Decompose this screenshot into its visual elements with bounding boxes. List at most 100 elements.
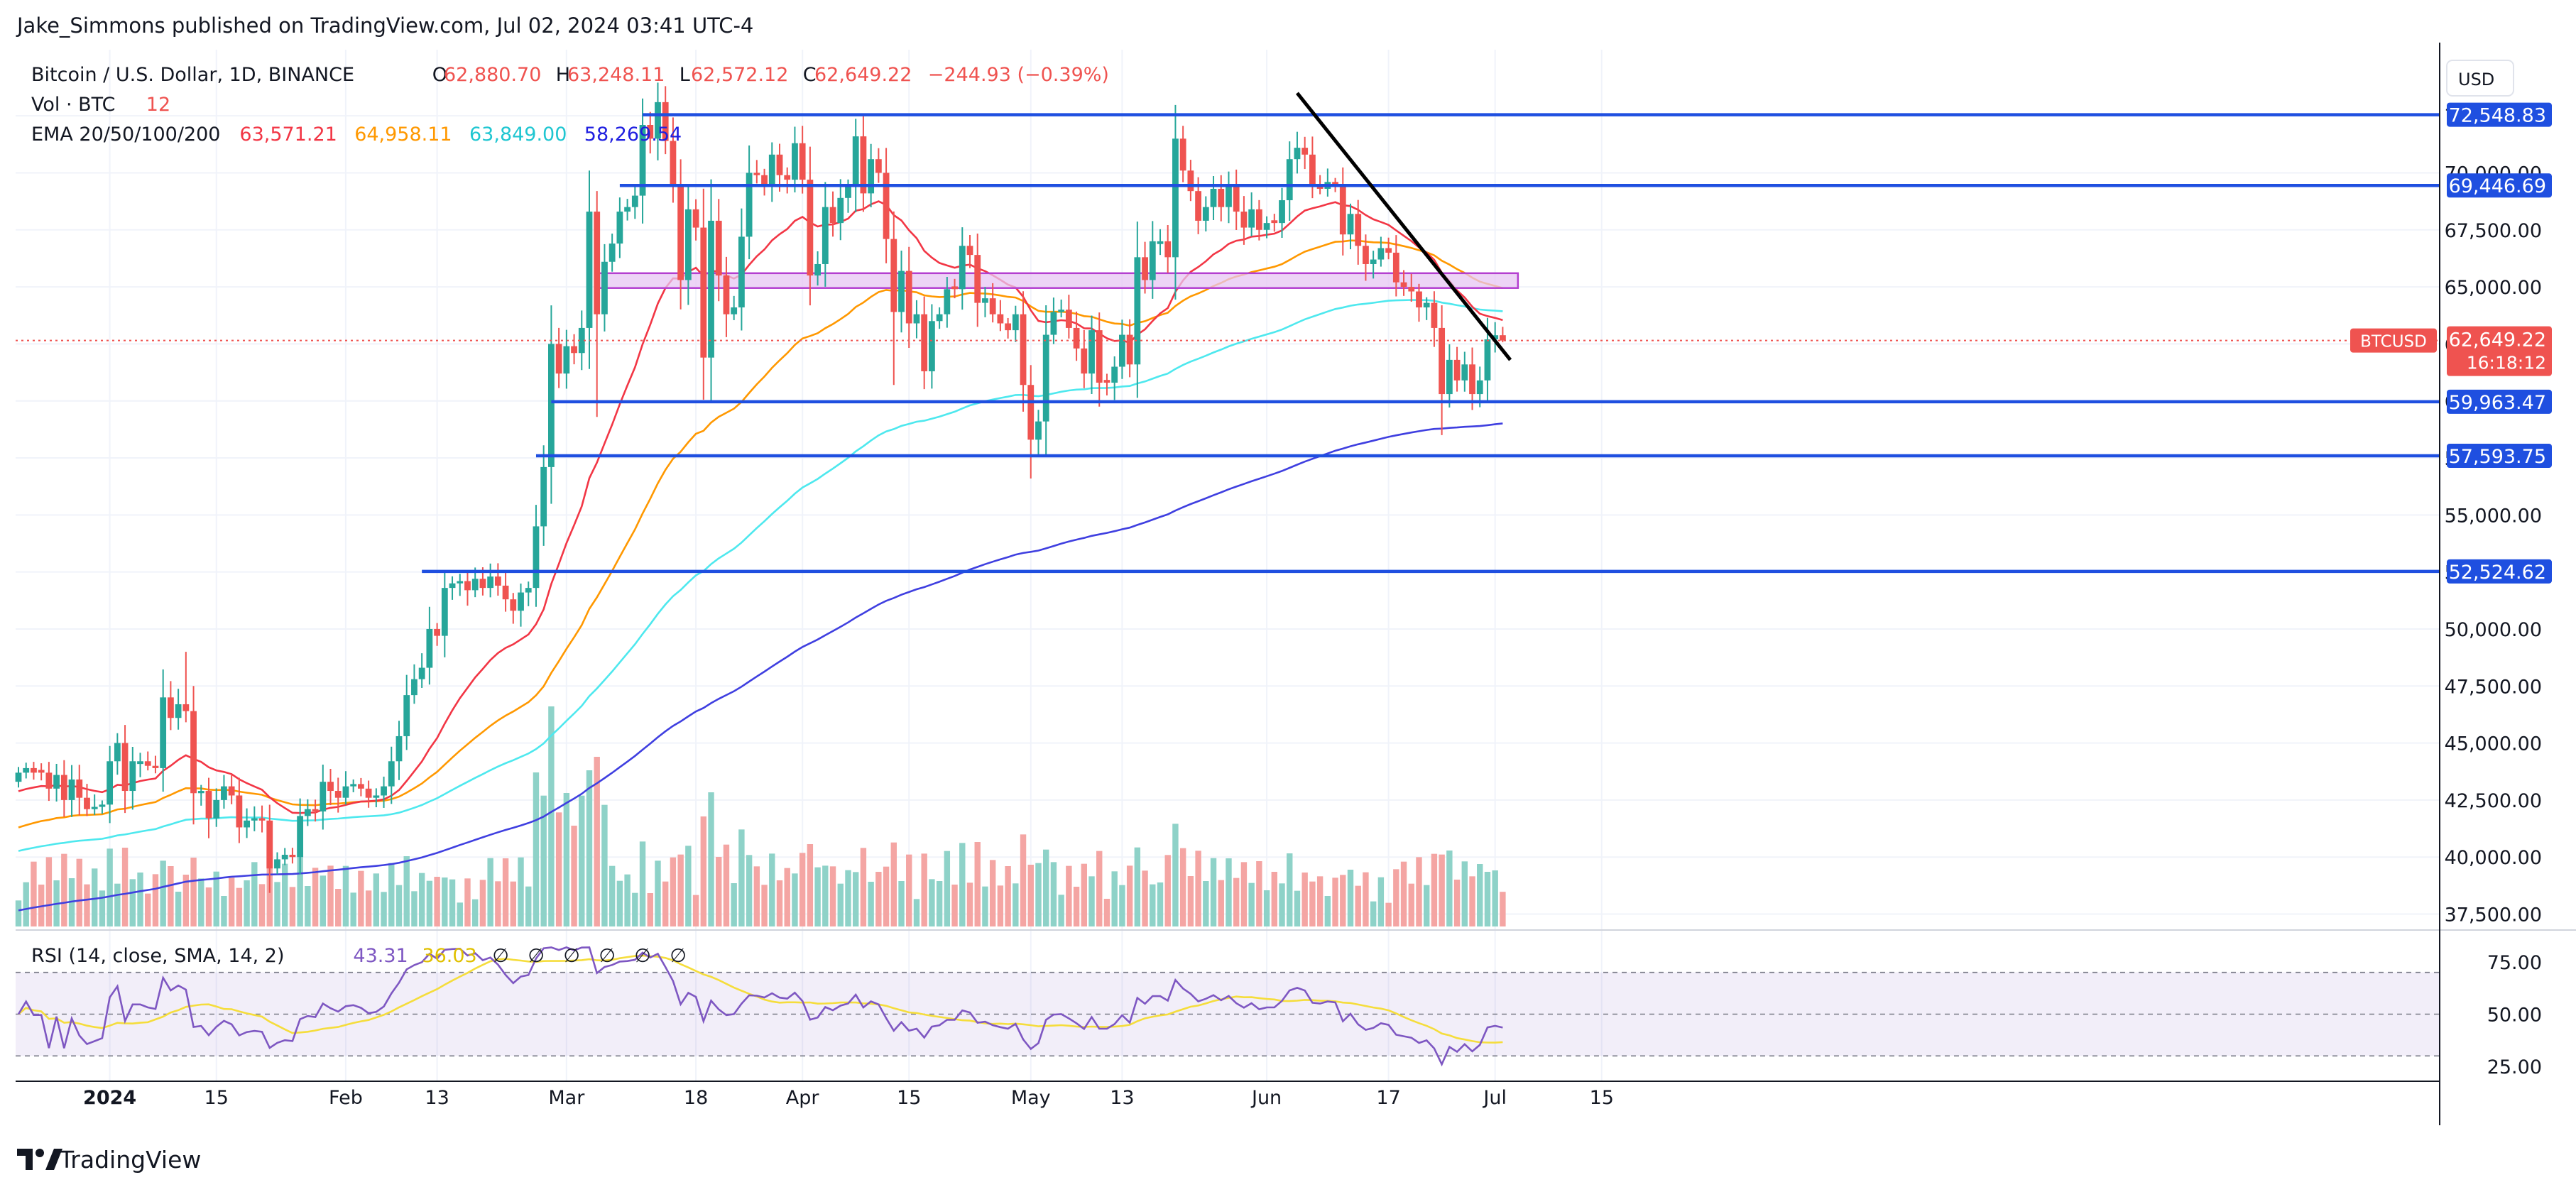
candle-body — [1134, 257, 1141, 365]
candle-body — [1492, 335, 1499, 339]
level-price-label: 59,963.47 — [2449, 392, 2546, 414]
volume-label: Vol · BTC — [31, 94, 115, 116]
candle-body — [655, 102, 661, 139]
volume-bar — [251, 862, 258, 926]
tradingview-logo-stroke — [45, 1149, 62, 1170]
volume-bar — [479, 880, 486, 926]
volume-bar — [388, 863, 395, 926]
downtrend-line[interactable] — [1296, 92, 1512, 361]
candle-body — [845, 186, 851, 198]
candle-body — [304, 809, 311, 816]
volume-bar — [145, 893, 151, 926]
volume-bar — [647, 893, 653, 926]
candle-body — [434, 628, 440, 636]
volume-bar — [1126, 865, 1133, 926]
candle-body — [875, 159, 882, 173]
candle-body — [1005, 323, 1011, 331]
volume-value: 12 — [146, 94, 170, 116]
volume-bar — [457, 902, 463, 926]
rsi-tick: 75.00 — [2487, 952, 2542, 974]
volume-bar — [662, 881, 669, 926]
volume-bar — [1363, 872, 1369, 926]
volume-bar — [1218, 880, 1224, 926]
candle-body — [890, 239, 897, 312]
volume-bar — [213, 871, 219, 926]
time-axis[interactable]: 2024 15 Feb 13 Mar 18 Apr 15 May 13 Jun 17 Jul 15 — [83, 1087, 1614, 1109]
candle-body — [1142, 257, 1148, 280]
candle-body — [1309, 154, 1316, 187]
rsi-tick: 50.00 — [2487, 1005, 2542, 1027]
volume-bar — [1294, 890, 1301, 926]
candle-body — [1058, 310, 1065, 312]
ema200-value: 58,269.54 — [584, 124, 682, 146]
candle-body — [533, 526, 540, 589]
ema50-line — [18, 239, 1503, 829]
candle-body — [852, 136, 859, 187]
candle-body — [1294, 148, 1301, 160]
volume-bar — [282, 863, 288, 926]
candle-body — [1248, 209, 1255, 228]
candle-body — [822, 207, 829, 264]
candle-body — [1012, 314, 1019, 331]
volume-bar — [700, 816, 706, 926]
candle-body — [898, 270, 905, 312]
volume-bar — [898, 881, 905, 926]
candle-series — [15, 82, 1506, 893]
candle-body — [297, 816, 304, 858]
volume-bar — [411, 891, 417, 926]
volume-bar — [769, 853, 775, 926]
volume-bar — [418, 873, 425, 926]
candle-body — [563, 346, 570, 374]
candle-body — [929, 321, 935, 371]
volume-bar — [746, 855, 753, 926]
volume-bar — [92, 868, 98, 926]
currency-button[interactable] — [2446, 60, 2514, 97]
volume-bar — [1500, 892, 1506, 926]
candle-body — [1157, 241, 1164, 244]
rsi-sma-line — [18, 954, 1503, 1044]
candle-body — [586, 212, 593, 328]
volume-bar — [807, 844, 814, 926]
candle-body — [1316, 186, 1324, 189]
candle-body — [1042, 334, 1049, 422]
candle-body — [601, 261, 608, 315]
level-price-label: 57,593.75 — [2449, 446, 2546, 468]
time-tick: 13 — [1110, 1087, 1134, 1109]
volume-bar — [936, 881, 943, 926]
volume-bar — [1453, 880, 1461, 926]
volume-bar — [761, 885, 768, 926]
level-price-label-bg — [2447, 559, 2552, 584]
candle-body — [1020, 314, 1027, 386]
volume-bar — [518, 857, 524, 926]
volume-bar — [837, 883, 844, 926]
volume-bar — [799, 853, 806, 926]
candle-body — [23, 767, 30, 773]
candle-body — [1355, 214, 1362, 246]
volume-bar — [258, 884, 266, 926]
price-axis[interactable]: USD72,500.0070,000.0067,500.0065,000.006… — [2350, 60, 2552, 1078]
candle-body — [1149, 241, 1156, 280]
candle-body — [555, 344, 562, 374]
resistance-zone[interactable] — [596, 272, 1519, 289]
candle-body — [1286, 159, 1293, 201]
currency-label[interactable]: USD — [2458, 70, 2494, 89]
candle-body — [966, 246, 973, 256]
candle-body — [60, 775, 67, 800]
candle-body — [792, 143, 798, 180]
volume-bar — [502, 858, 509, 926]
candle-body — [829, 207, 836, 224]
volume-bar — [814, 867, 821, 926]
candle-body — [1202, 207, 1209, 221]
ema20-line — [18, 200, 1503, 814]
volume-bar — [182, 875, 190, 926]
time-tick: 15 — [1590, 1087, 1614, 1109]
volume-bar — [784, 868, 790, 926]
symbol-title: Bitcoin / U.S. Dollar, 1D, BINANCE — [31, 64, 354, 86]
publish-info: Jake_Simmons published on TradingView.co… — [16, 13, 753, 38]
tradingview-logo[interactable]: TradingView — [17, 1146, 201, 1174]
volume-bar — [244, 880, 250, 926]
candle-body — [388, 761, 395, 787]
price-tick: 50,000.00 — [2445, 619, 2542, 641]
volume-bar — [563, 793, 570, 926]
